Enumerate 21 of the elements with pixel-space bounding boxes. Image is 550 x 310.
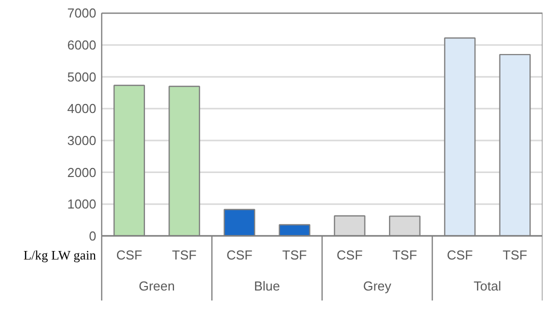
- y-tick-label: 4000: [67, 101, 96, 116]
- text: Blue: [254, 278, 280, 294]
- y-tick-label: 5000: [67, 69, 96, 84]
- text: Green: [138, 278, 175, 294]
- x-tick-label: CSF: [336, 247, 363, 262]
- x-tick-label: TSF: [392, 247, 418, 262]
- y-axis-title: L/kg LW gain: [23, 247, 96, 262]
- y-tick-label: 0: [88, 228, 96, 244]
- y-tick-label: 1000: [67, 196, 96, 212]
- y-tick-label: 2000: [67, 164, 96, 180]
- x-tick-label: CSF: [226, 247, 252, 262]
- y-tick-label: 3000: [67, 132, 96, 148]
- text: Grey: [363, 278, 392, 294]
- y-tick-label: 6000: [67, 38, 96, 52]
- x-tick-label: CSF: [446, 247, 473, 262]
- x-tick-label: TSF: [502, 247, 528, 262]
- x-tick-label: CSF: [116, 247, 142, 262]
- y-tick-label: 7000: [67, 6, 96, 21]
- x-tick-label: TSF: [172, 247, 197, 262]
- text: Total: [474, 278, 502, 294]
- x-tick-label: TSF: [282, 247, 307, 262]
